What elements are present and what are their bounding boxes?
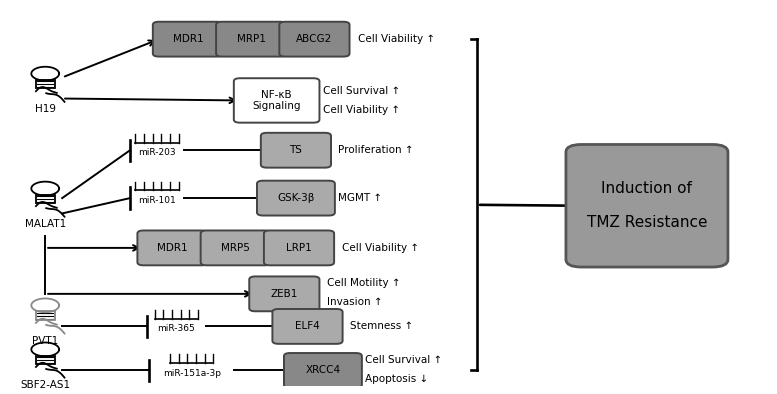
Text: Proliferation ↑: Proliferation ↑ bbox=[338, 145, 414, 155]
FancyBboxPatch shape bbox=[280, 22, 350, 57]
FancyBboxPatch shape bbox=[249, 277, 319, 311]
Text: NF-κB
Signaling: NF-κB Signaling bbox=[253, 90, 301, 111]
Text: Cell Survival ↑: Cell Survival ↑ bbox=[323, 86, 400, 96]
FancyBboxPatch shape bbox=[284, 353, 362, 388]
Text: Invasion ↑: Invasion ↑ bbox=[327, 297, 382, 307]
Text: miR-203: miR-203 bbox=[138, 148, 176, 157]
FancyBboxPatch shape bbox=[257, 181, 335, 216]
Text: Cell Viability ↑: Cell Viability ↑ bbox=[342, 243, 420, 253]
Text: GSK-3β: GSK-3β bbox=[277, 193, 315, 203]
Text: ZEB1: ZEB1 bbox=[270, 289, 298, 299]
Text: MDR1: MDR1 bbox=[172, 34, 204, 44]
Text: MRP5: MRP5 bbox=[221, 243, 250, 253]
Text: miR-151a-3p: miR-151a-3p bbox=[163, 368, 221, 377]
Text: Cell Viability ↑: Cell Viability ↑ bbox=[357, 34, 435, 44]
FancyBboxPatch shape bbox=[216, 22, 286, 57]
Text: LRP1: LRP1 bbox=[286, 243, 312, 253]
Text: MGMT ↑: MGMT ↑ bbox=[338, 193, 382, 203]
FancyBboxPatch shape bbox=[261, 133, 331, 168]
Text: TS: TS bbox=[290, 145, 302, 155]
Text: miR-101: miR-101 bbox=[138, 196, 176, 205]
FancyBboxPatch shape bbox=[273, 309, 343, 344]
Text: MDR1: MDR1 bbox=[157, 243, 188, 253]
Text: ELF4: ELF4 bbox=[295, 322, 320, 331]
Text: Cell Survival ↑: Cell Survival ↑ bbox=[365, 355, 443, 365]
FancyBboxPatch shape bbox=[138, 230, 207, 265]
Text: XRCC4: XRCC4 bbox=[305, 366, 340, 375]
Text: miR-365: miR-365 bbox=[158, 325, 195, 333]
FancyBboxPatch shape bbox=[264, 230, 334, 265]
Text: H19: H19 bbox=[35, 104, 56, 114]
Text: ABCG2: ABCG2 bbox=[296, 34, 333, 44]
FancyBboxPatch shape bbox=[234, 78, 319, 123]
FancyBboxPatch shape bbox=[153, 22, 223, 57]
Text: Cell Viability ↑: Cell Viability ↑ bbox=[323, 105, 400, 115]
Text: Stemness ↑: Stemness ↑ bbox=[350, 322, 413, 331]
Text: MRP1: MRP1 bbox=[237, 34, 266, 44]
Text: Cell Motility ↑: Cell Motility ↑ bbox=[327, 278, 400, 288]
Text: MALAT1: MALAT1 bbox=[25, 219, 66, 229]
Text: PVT1: PVT1 bbox=[32, 336, 58, 346]
Text: Induction of: Induction of bbox=[601, 181, 692, 196]
Text: SBF2-AS1: SBF2-AS1 bbox=[20, 380, 70, 390]
FancyBboxPatch shape bbox=[566, 145, 728, 267]
Text: TMZ Resistance: TMZ Resistance bbox=[587, 216, 707, 230]
Text: Apoptosis ↓: Apoptosis ↓ bbox=[365, 374, 429, 384]
FancyBboxPatch shape bbox=[200, 230, 271, 265]
